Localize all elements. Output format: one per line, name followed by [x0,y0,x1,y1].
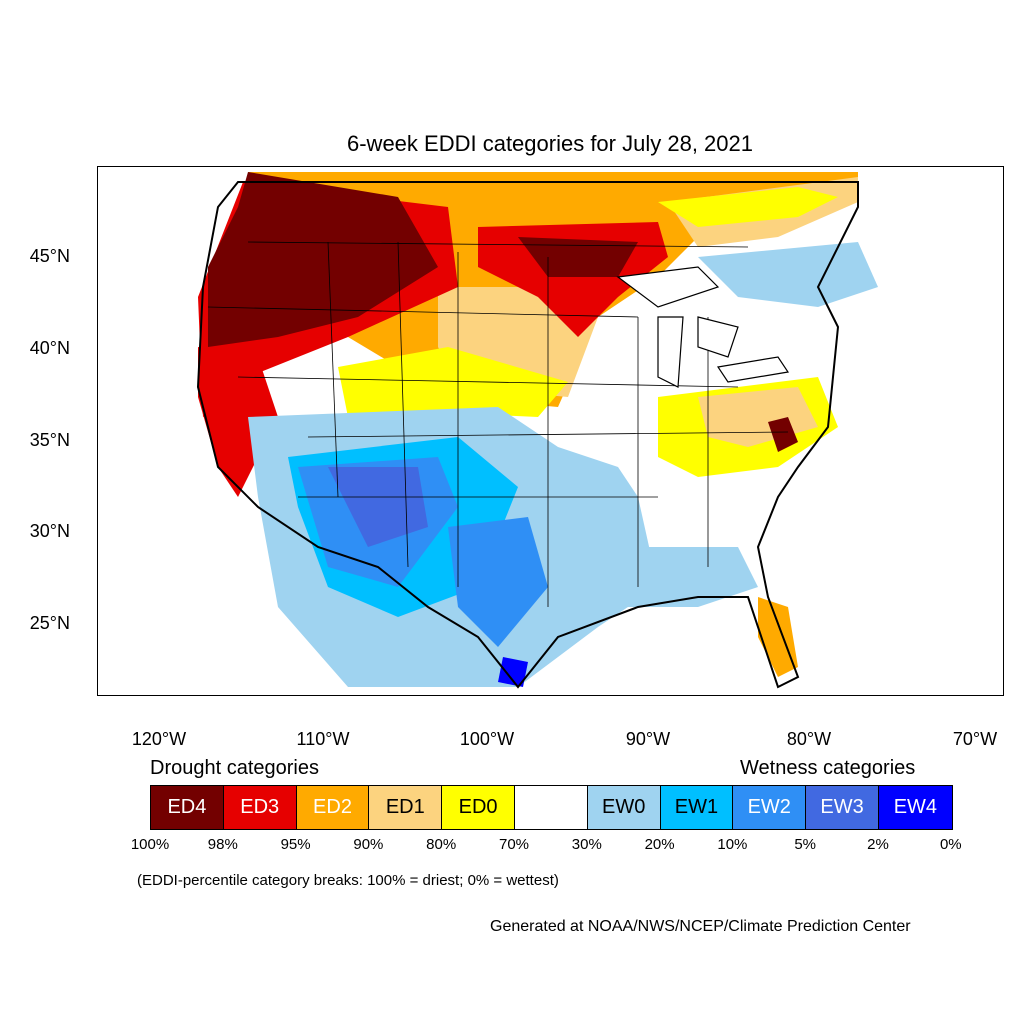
map-panel [97,166,1004,696]
lon-label-90: 90°W [625,729,671,749]
drought-region-ed4-pacific-northwest [208,172,438,347]
lon-label-120: 120°W [131,729,187,749]
drought-categories-heading: Drought categories [150,757,319,779]
legend-break-label: 0% [939,836,962,853]
legend-break-label: 2% [867,836,889,853]
legend-break-label: 98% [207,836,238,853]
state-borders [207,241,789,607]
drought-region-ed0-central [338,347,568,417]
legend-swatch-ew1: EW1 [660,786,734,829]
legend-swatch-ed1: ED1 [369,786,443,829]
lat-label-40: 40°N [29,338,70,358]
lon-label-80: 80°W [786,729,832,749]
legend-break-label: 80% [426,836,457,853]
legend-swatch-ed2: ED2 [296,786,370,829]
legend-swatch-ed3: ED3 [223,786,297,829]
legend-swatch-ew2: EW2 [733,786,807,829]
legend-break-label: 100% [130,836,170,853]
legend-swatch-ew3: EW3 [806,786,879,829]
credit-line: Generated at NOAA/NWS/NCEP/Climate Predi… [490,918,911,935]
legend-break-label: 70% [498,836,530,853]
drought-region-ed4-virginia [768,417,798,452]
lon-label-100: 100°W [459,729,515,749]
lat-label-45: 45°N [29,246,70,266]
drought-region-florida [758,597,798,677]
legend-break-label: 90% [353,836,384,853]
wet-region-ew0-great-lakes [698,242,878,307]
wetness-categories-heading: Wetness categories [740,757,916,779]
legend-swatch-ed4: ED4 [151,786,224,829]
lat-label-25: 25°N [29,613,70,633]
drought-region-california [198,347,278,497]
legend-color-bar: ED4 ED3 ED2 ED1 ED0 EW0 EW1 EW2 EW3 EW4 [150,785,953,830]
legend-break-label: 95% [280,836,311,853]
legend-break-label: 10% [717,836,748,853]
legend-swatch-neutral [514,786,588,829]
lat-label-35: 35°N [29,430,70,450]
wet-region-ew2-texas [448,517,548,647]
us-outline [196,181,859,689]
drought-region-ed0-northern [658,187,838,227]
legend-break-label: 20% [644,836,675,853]
eddi-map [196,172,878,689]
lon-label-110: 110°W [296,729,350,749]
legend-swatch-ed0: ED0 [442,786,515,829]
great-lakes [616,266,790,388]
legend-break-label: 30% [571,836,602,853]
wet-region-ew3 [328,467,428,547]
legend-swatch-ew0: EW0 [587,786,661,829]
lon-label-70: 70°W [952,729,998,749]
map-title: 6-week EDDI categories for July 28, 2021 [347,131,753,156]
legend-swatch-ew4: EW4 [878,786,952,829]
wet-region-ew4-texas-coast [498,657,528,687]
lat-label-30: 30°N [29,521,70,541]
legend-break-label: 5% [794,836,817,853]
category-breaks-note: (EDDI-percentile category breaks: 100% =… [137,872,559,889]
